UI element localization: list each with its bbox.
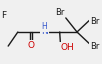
Text: Br: Br: [90, 42, 100, 51]
Text: O: O: [28, 41, 35, 50]
Text: OH: OH: [60, 43, 74, 52]
Text: H: H: [42, 22, 47, 31]
Text: Br: Br: [55, 8, 64, 17]
Text: Br: Br: [90, 17, 100, 26]
Text: N: N: [41, 28, 48, 36]
Text: F: F: [2, 11, 7, 20]
